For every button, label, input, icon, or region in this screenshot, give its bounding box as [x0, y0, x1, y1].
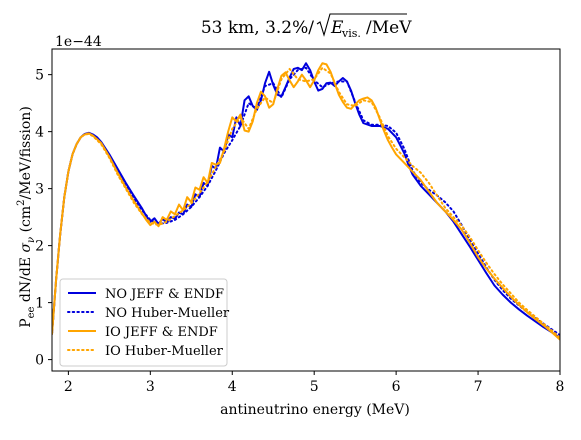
legend-frame	[59, 278, 228, 367]
series-line-4	[52, 66, 560, 339]
legend-label: NO JEFF & ENDF	[105, 287, 224, 302]
series-line-1	[52, 62, 560, 339]
y-tick-label: 2	[35, 239, 44, 255]
sqrt-content: E	[330, 18, 344, 38]
chart-title-sqrt: E vis. /MeV	[316, 13, 412, 40]
y-tick-label: 3	[35, 182, 44, 198]
offset-text: 1e−44	[55, 34, 102, 50]
y-tick-label: 0	[35, 353, 44, 369]
legend-label: NO Huber-Mueller	[105, 306, 230, 321]
y-tick-label: 5	[35, 68, 44, 84]
y-axis-label: Pee dN/dE σν (cm2/MeV/fission)	[16, 106, 37, 328]
chart-title-text: 53 km, 3.2%/	[201, 18, 314, 38]
x-tick-label: 5	[310, 379, 319, 395]
sqrt-subscript: vis.	[341, 27, 361, 40]
plot-frame	[51, 48, 561, 372]
sqrt-tail: /MeV	[366, 18, 412, 38]
x-axis-label: antineutrino energy (MeV)	[220, 402, 410, 418]
series-layer	[52, 62, 560, 341]
y-tick-label: 1	[35, 296, 44, 312]
y-tick-label: 4	[35, 125, 44, 141]
legend-label: IO Huber-Mueller	[105, 344, 224, 359]
x-tick-label: 2	[64, 379, 73, 395]
x-tick-label: 6	[392, 379, 401, 395]
x-tick-label: 7	[474, 379, 483, 395]
legend-label: IO JEFF & ENDF	[105, 325, 218, 340]
legend: NO JEFF & ENDF NO Huber-Mueller IO JEFF & …	[59, 278, 230, 367]
x-tick-label: 4	[228, 379, 237, 395]
sqrt-radical-mark	[316, 13, 407, 37]
x-tick-label: 3	[146, 379, 155, 395]
x-tick-label: 8	[556, 379, 565, 395]
ticks-layer: 2 3 4 5 6 7 8 0 1 2 3 4 5	[35, 68, 564, 395]
chart-title: 53 km, 3.2%/	[201, 18, 314, 38]
